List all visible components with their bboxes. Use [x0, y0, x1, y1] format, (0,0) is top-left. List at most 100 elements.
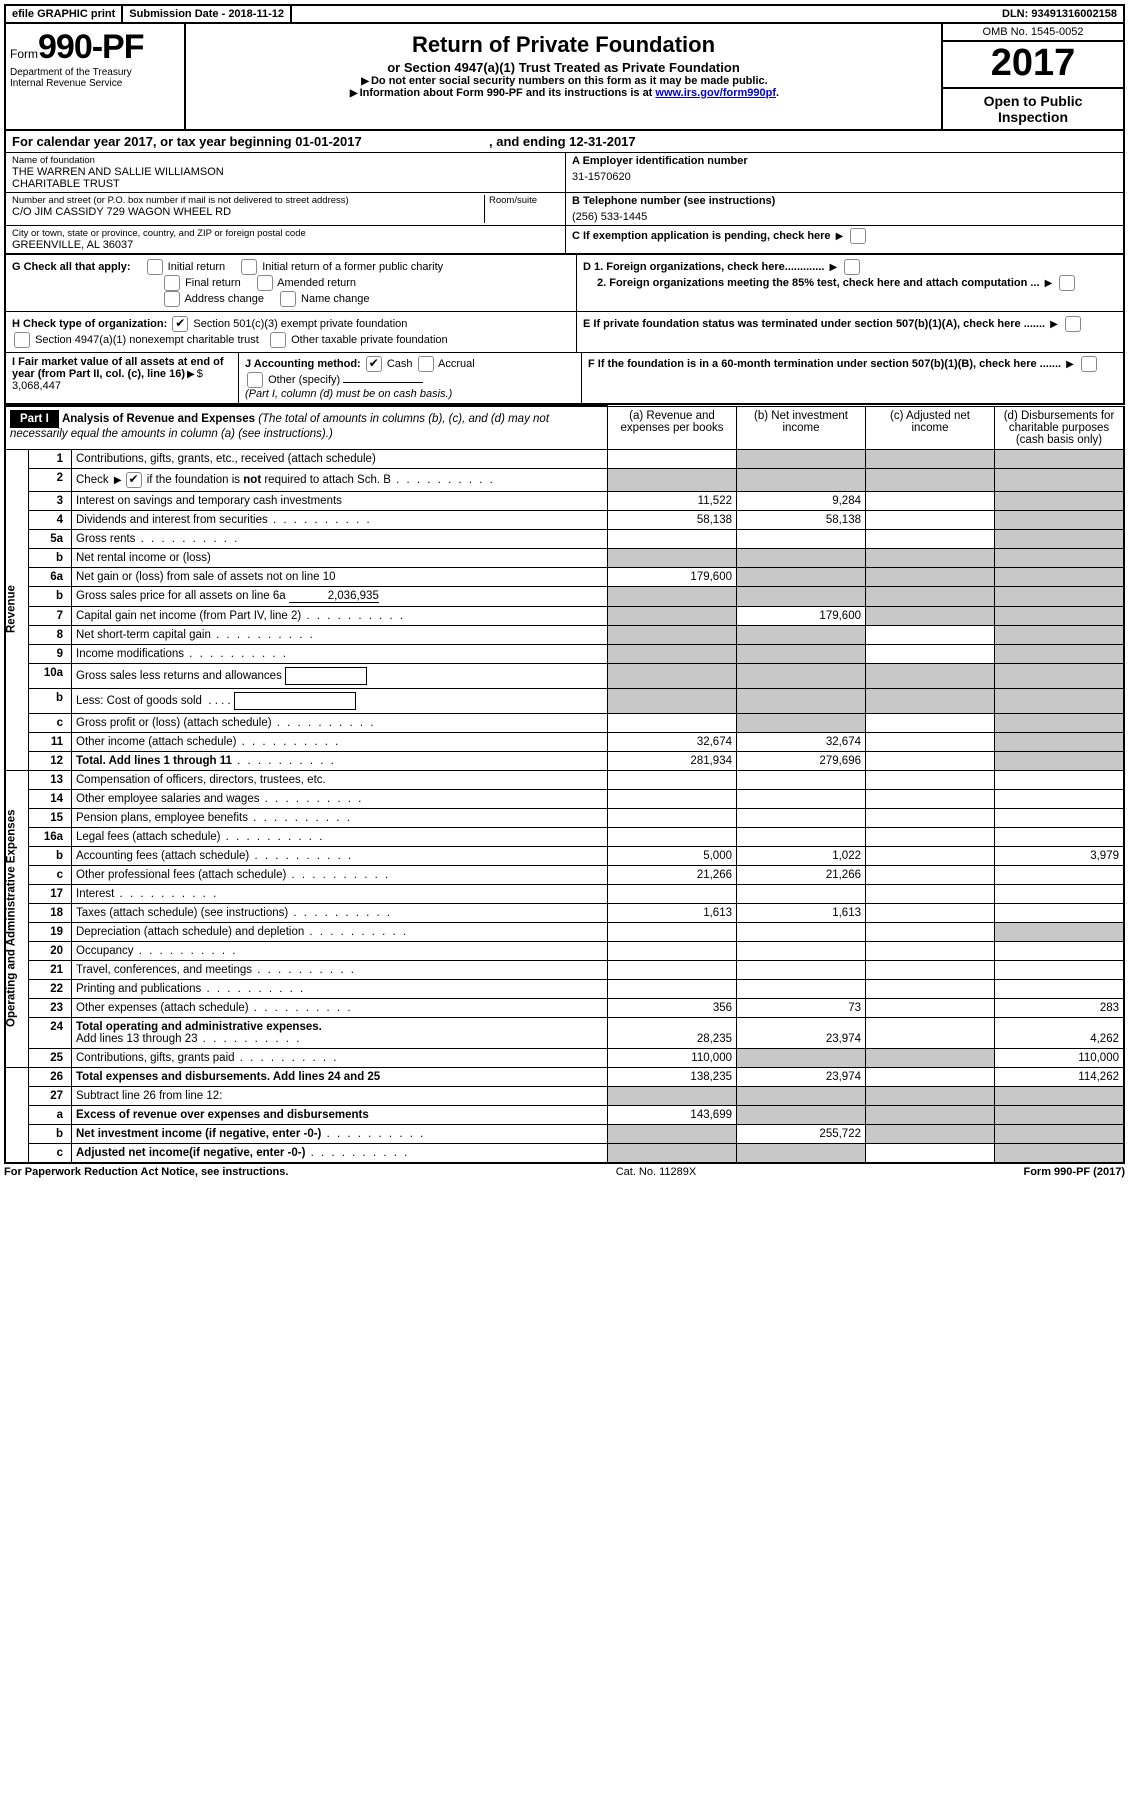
line-6b-num: b — [29, 586, 72, 606]
top-bar: efile GRAPHIC print Submission Date - 20… — [4, 4, 1125, 24]
line-11-a: 32,674 — [608, 732, 737, 751]
line-16b-text: Accounting fees (attach schedule) — [72, 846, 608, 865]
line-24-num: 24 — [29, 1017, 72, 1048]
j-o3: Other (specify) — [268, 374, 340, 386]
header-left: Form990-PF Department of the Treasury In… — [6, 24, 186, 129]
h-other-checkbox[interactable] — [270, 332, 286, 348]
line-5a-text: Gross rents — [72, 529, 608, 548]
line-2-num: 2 — [29, 468, 72, 491]
line-16c-b: 21,266 — [737, 865, 866, 884]
g-address-change-checkbox[interactable] — [164, 291, 180, 307]
line-6b-value: 2,036,935 — [289, 590, 379, 603]
f-checkbox[interactable] — [1081, 356, 1097, 372]
line-16a-num: 16a — [29, 827, 72, 846]
h-501c3-checkbox[interactable] — [172, 316, 188, 332]
ein-value: 31-1570620 — [572, 167, 1117, 183]
instructions-link[interactable]: www.irs.gov/form990pf — [655, 87, 776, 99]
arrow-icon — [185, 368, 197, 380]
cal-text-a: For calendar year 2017, or tax year begi… — [12, 134, 362, 149]
line-16b-a: 5,000 — [608, 846, 737, 865]
line-24-text: Total operating and administrative expen… — [72, 1017, 608, 1048]
line-4-text: Dividends and interest from securities — [72, 510, 608, 529]
j-other-input[interactable] — [343, 382, 423, 383]
line-26-b: 23,974 — [737, 1067, 866, 1086]
line-1-text: Contributions, gifts, grants, etc., rece… — [72, 449, 608, 468]
ein-cell: A Employer identification number 31-1570… — [566, 153, 1123, 193]
line-4-a: 58,138 — [608, 510, 737, 529]
g-o1: Initial return — [168, 261, 225, 273]
line-26-num: 26 — [29, 1067, 72, 1086]
line-25-text: Contributions, gifts, grants paid — [72, 1048, 608, 1067]
g-initial-return-checkbox[interactable] — [147, 259, 163, 275]
e-checkbox[interactable] — [1065, 316, 1081, 332]
omb-number: OMB No. 1545-0052 — [943, 24, 1123, 42]
line-27a-text: Excess of revenue over expenses and disb… — [72, 1105, 608, 1124]
g-name-change-checkbox[interactable] — [280, 291, 296, 307]
h-o1: Section 501(c)(3) exempt private foundat… — [193, 318, 407, 330]
line-2-checkbox[interactable] — [126, 472, 142, 488]
line-27a-num: a — [29, 1105, 72, 1124]
e-label: E If private foundation status was termi… — [583, 318, 1045, 330]
d2-label: 2. Foreign organizations meeting the 85%… — [597, 277, 1040, 289]
line-23-num: 23 — [29, 998, 72, 1017]
line-10a-box[interactable] — [285, 667, 367, 685]
info-grid: Name of foundation THE WARREN AND SALLIE… — [4, 152, 1125, 255]
g-o3: Final return — [185, 277, 241, 289]
line-26-d: 114,262 — [995, 1067, 1125, 1086]
f-label: F If the foundation is in a 60-month ter… — [588, 358, 1061, 370]
line-25-d: 110,000 — [995, 1048, 1125, 1067]
g-initial-former-checkbox[interactable] — [241, 259, 257, 275]
line-23-d: 283 — [995, 998, 1125, 1017]
line-10b-num: b — [29, 688, 72, 713]
h-4947-checkbox[interactable] — [14, 332, 30, 348]
part1-title: Analysis of Revenue and Expenses — [62, 413, 255, 425]
c-cell: C If exemption application is pending, c… — [566, 226, 1123, 253]
col-b-header: (b) Net investment income — [737, 406, 866, 449]
addr-value: C/O JIM CASSIDY 729 WAGON WHEEL RD — [12, 206, 480, 218]
efile-label: efile GRAPHIC print — [6, 6, 123, 22]
line-24-a: 28,235 — [608, 1017, 737, 1048]
j-other-checkbox[interactable] — [247, 372, 263, 388]
j-accrual-checkbox[interactable] — [418, 356, 434, 372]
arrow-icon — [1064, 358, 1076, 370]
line-22-text: Printing and publications — [72, 979, 608, 998]
j-cash-checkbox[interactable] — [366, 356, 382, 372]
tel-label: B Telephone number (see instructions) — [572, 195, 1117, 207]
form-header: Form990-PF Department of the Treasury In… — [4, 24, 1125, 131]
line-10b-text: Less: Cost of goods sold . . . . — [72, 688, 608, 713]
g-amended-return-checkbox[interactable] — [257, 275, 273, 291]
line-14-text: Other employee salaries and wages — [72, 789, 608, 808]
line-23-a: 356 — [608, 998, 737, 1017]
line-10a-text: Gross sales less returns and allowances — [72, 663, 608, 688]
expenses-side-label: Operating and Administrative Expenses — [5, 770, 29, 1067]
form-word: Form — [10, 47, 38, 61]
line-23-b: 73 — [737, 998, 866, 1017]
g-o6: Name change — [301, 293, 370, 305]
line-12-text: Total. Add lines 1 through 11 — [72, 751, 608, 770]
line-27-num: 27 — [29, 1086, 72, 1105]
footer-left: For Paperwork Reduction Act Notice, see … — [4, 1166, 288, 1178]
line-27a-a: 143,699 — [608, 1105, 737, 1124]
line-20-text: Occupancy — [72, 941, 608, 960]
header-mid: Return of Private Foundation or Section … — [186, 24, 943, 129]
footer: For Paperwork Reduction Act Notice, see … — [4, 1164, 1125, 1180]
line-16b-b: 1,022 — [737, 846, 866, 865]
line-27c-num: c — [29, 1143, 72, 1163]
line-15-num: 15 — [29, 808, 72, 827]
g-final-return-checkbox[interactable] — [164, 275, 180, 291]
line-17-text: Interest — [72, 884, 608, 903]
line-27b-b: 255,722 — [737, 1124, 866, 1143]
line-10c-num: c — [29, 713, 72, 732]
note-2a: Information about Form 990-PF and its in… — [360, 87, 656, 99]
g-o5: Address change — [184, 293, 264, 305]
d1-checkbox[interactable] — [844, 259, 860, 275]
d2-checkbox[interactable] — [1059, 275, 1075, 291]
c-checkbox[interactable] — [850, 228, 866, 244]
line-5b-num: b — [29, 548, 72, 567]
line-27b-text: Net investment income (if negative, ente… — [72, 1124, 608, 1143]
foundation-name-2: CHARITABLE TRUST — [12, 178, 559, 190]
line-16c-a: 21,266 — [608, 865, 737, 884]
h-o2: Section 4947(a)(1) nonexempt charitable … — [35, 334, 259, 346]
line-10b-box[interactable] — [234, 692, 356, 710]
address-cell: Number and street (or P.O. box number if… — [6, 193, 566, 226]
